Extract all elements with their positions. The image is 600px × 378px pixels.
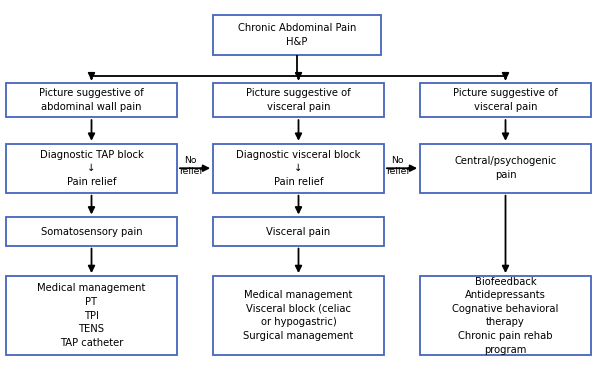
FancyBboxPatch shape (213, 15, 381, 55)
FancyBboxPatch shape (6, 83, 177, 117)
FancyBboxPatch shape (6, 144, 177, 193)
Text: No
relief: No relief (179, 156, 203, 177)
Text: Picture suggestive of
visceral pain: Picture suggestive of visceral pain (453, 88, 558, 112)
FancyBboxPatch shape (213, 83, 384, 117)
Text: Medical management
Visceral block (celiac
or hypogastric)
Surgical management: Medical management Visceral block (celia… (244, 290, 353, 341)
Text: Picture suggestive of
visceral pain: Picture suggestive of visceral pain (246, 88, 351, 112)
Text: Visceral pain: Visceral pain (266, 226, 331, 237)
FancyBboxPatch shape (6, 217, 177, 246)
FancyBboxPatch shape (420, 276, 591, 355)
FancyBboxPatch shape (420, 144, 591, 193)
Text: Somatosensory pain: Somatosensory pain (41, 226, 142, 237)
Text: Picture suggestive of
abdominal wall pain: Picture suggestive of abdominal wall pai… (39, 88, 144, 112)
Text: Biofeedback
Antidepressants
Cognative behavioral
therapy
Chronic pain rehab
prog: Biofeedback Antidepressants Cognative be… (452, 277, 559, 355)
Text: No
relief: No relief (386, 156, 410, 177)
Text: Chronic Abdominal Pain
H&P: Chronic Abdominal Pain H&P (238, 23, 356, 47)
FancyBboxPatch shape (6, 276, 177, 355)
Text: Diagnostic visceral block
↓
Pain relief: Diagnostic visceral block ↓ Pain relief (236, 150, 361, 187)
Text: Diagnostic TAP block
↓
Pain relief: Diagnostic TAP block ↓ Pain relief (40, 150, 143, 187)
FancyBboxPatch shape (420, 83, 591, 117)
Text: Central/psychogenic
pain: Central/psychogenic pain (454, 156, 557, 180)
FancyBboxPatch shape (213, 144, 384, 193)
FancyBboxPatch shape (213, 276, 384, 355)
FancyBboxPatch shape (213, 217, 384, 246)
Text: Medical management
PT
TPI
TENS
TAP catheter: Medical management PT TPI TENS TAP cathe… (37, 284, 146, 348)
